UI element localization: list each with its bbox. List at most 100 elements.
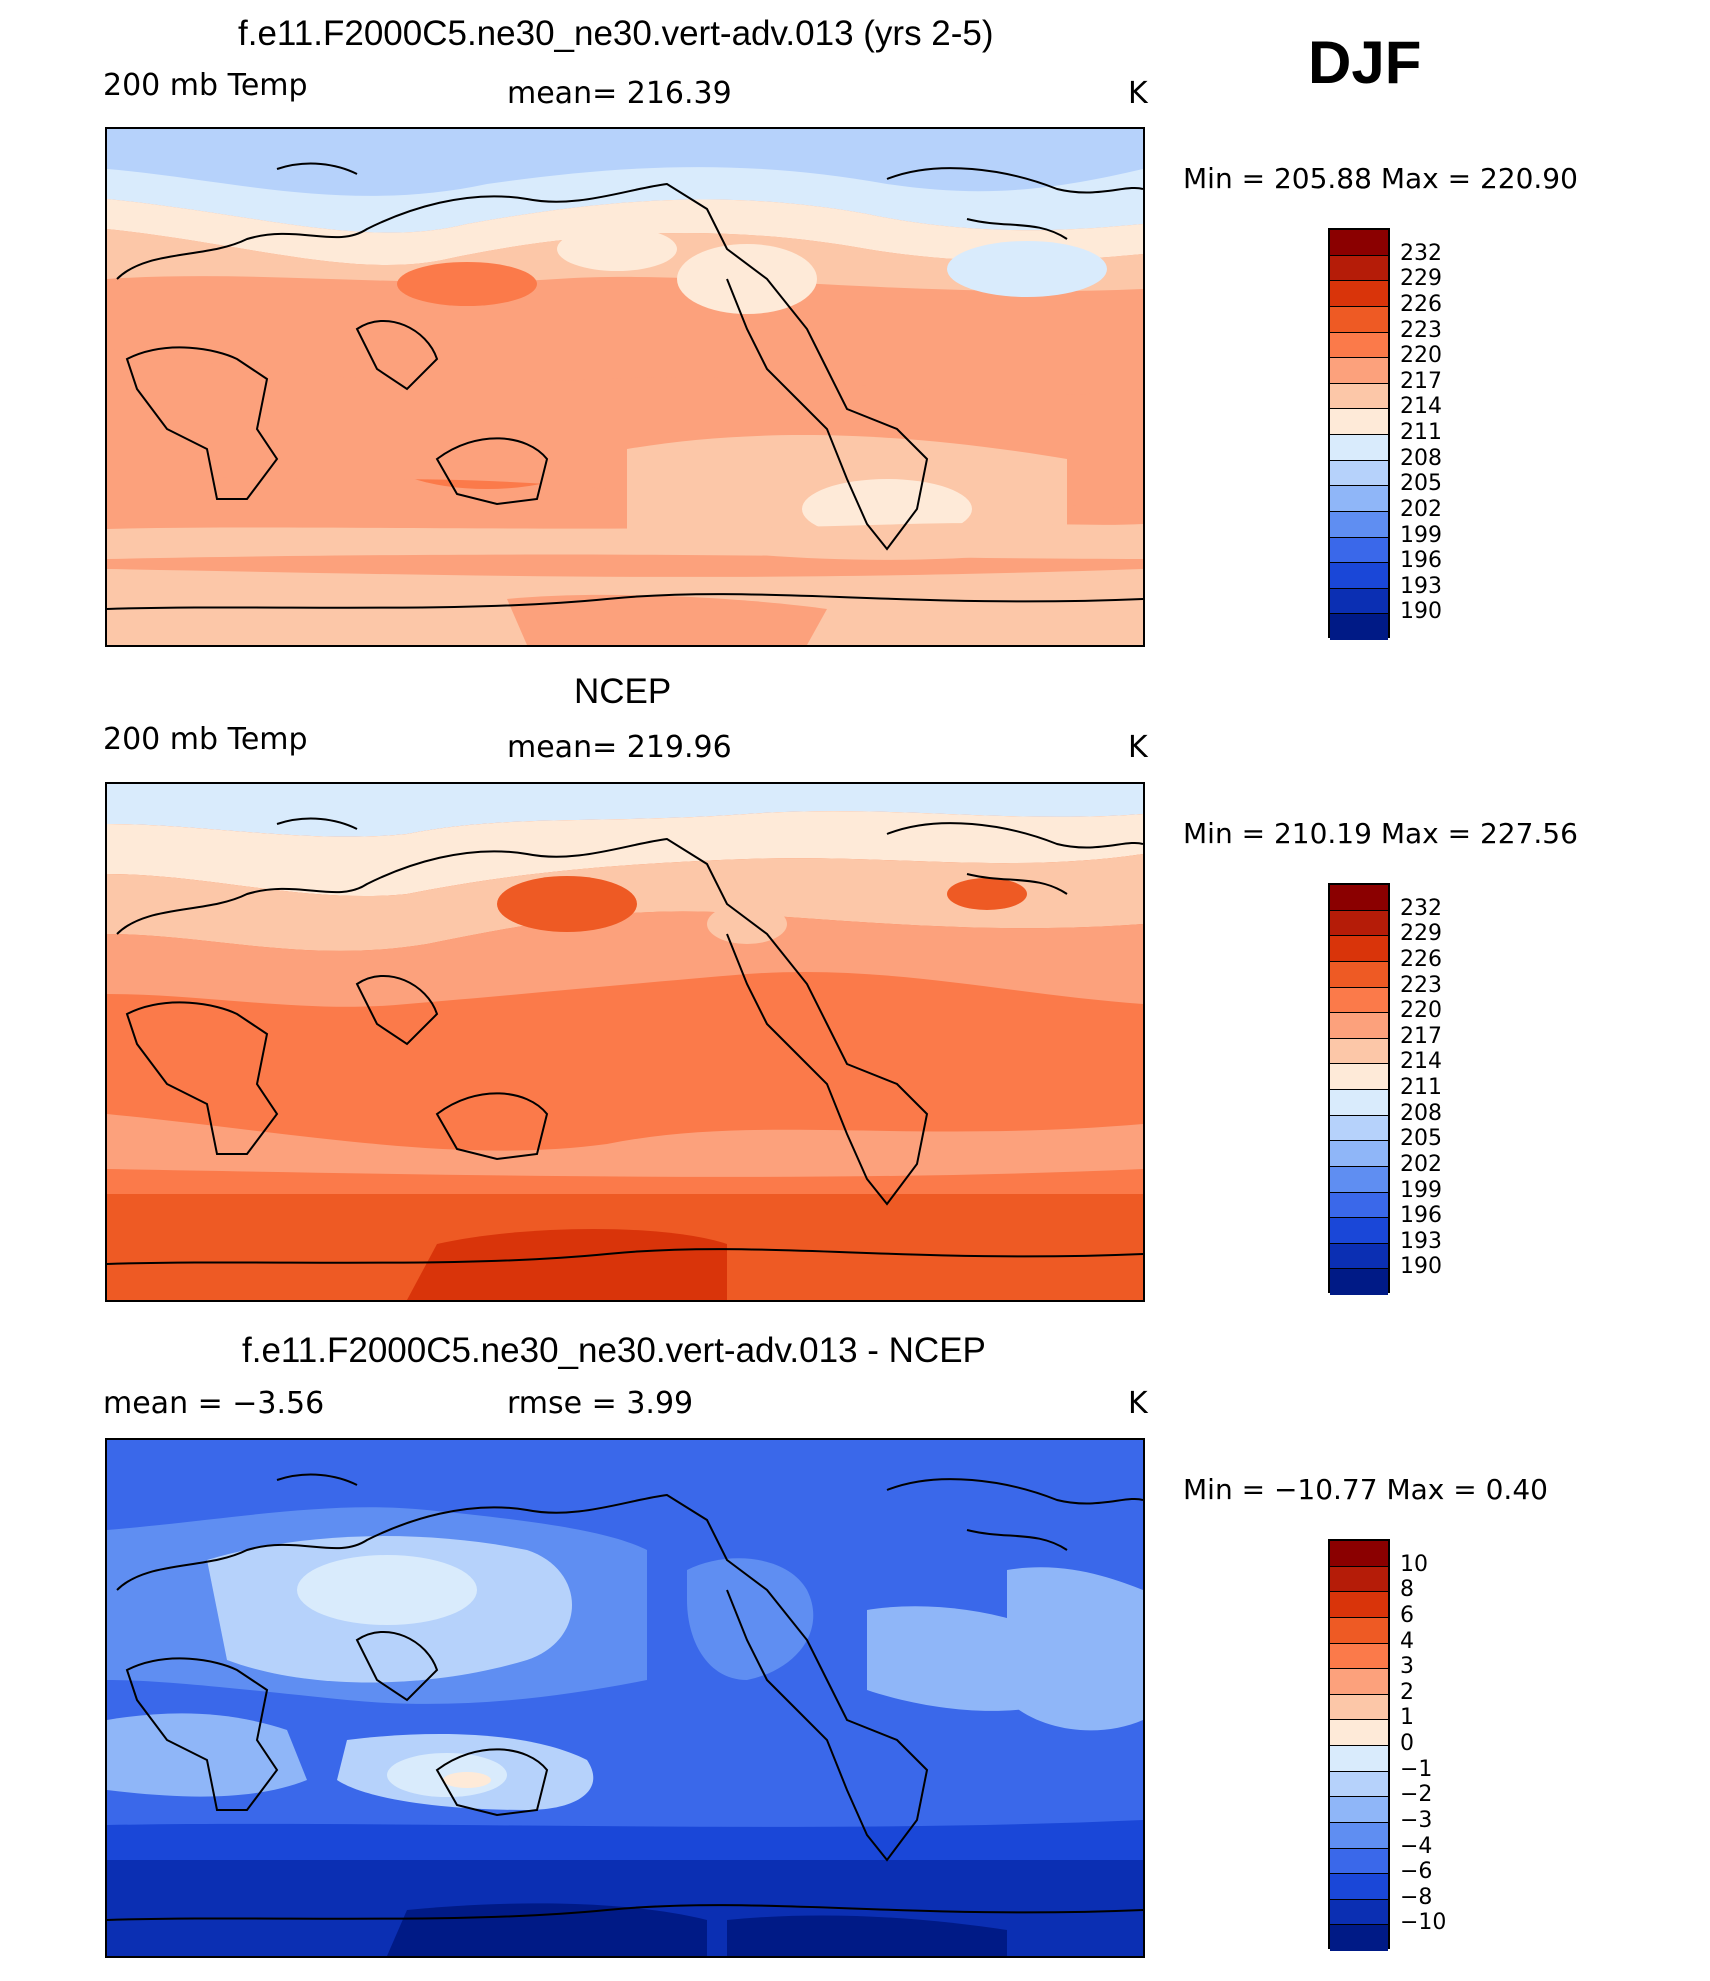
panel-3-colorbar: [1328, 1539, 1390, 1949]
panel-3-units: K: [1128, 1386, 1148, 1421]
colorbar-tick-label: 10: [1400, 1552, 1428, 1577]
colorbar-segment: [1330, 911, 1388, 937]
colorbar-tick-label: 232: [1400, 896, 1442, 921]
panel-2-minmax: Min = 210.19 Max = 227.56: [1183, 817, 1578, 850]
colorbar-segment: [1330, 1823, 1388, 1849]
colorbar-segment: [1330, 1116, 1388, 1142]
panel-1-mean-label: mean= 216.39: [507, 76, 732, 111]
colorbar-tick-label: 214: [1400, 1049, 1442, 1074]
colorbar-segment: [1330, 1567, 1388, 1593]
colorbar-segment: [1330, 589, 1388, 615]
colorbar-tick-label: 220: [1400, 998, 1442, 1023]
colorbar-tick-label: −3: [1400, 1808, 1432, 1833]
colorbar-segment: [1330, 256, 1388, 282]
colorbar-tick-label: −8: [1400, 1885, 1432, 1910]
panel-3-rmse-label: rmse = 3.99: [507, 1386, 693, 1421]
panel-3-map: [105, 1438, 1145, 1958]
panel-1-variable-label: 200 mb Temp: [103, 68, 308, 103]
colorbar-tick-label: 226: [1400, 292, 1442, 317]
colorbar-tick-label: −10: [1400, 1910, 1446, 1935]
colorbar-segment: [1330, 988, 1388, 1014]
colorbar-tick-label: 8: [1400, 1577, 1414, 1602]
colorbar-tick-label: 229: [1400, 921, 1442, 946]
colorbar-segment: [1330, 307, 1388, 333]
colorbar-tick-label: 214: [1400, 394, 1442, 419]
colorbar-tick-label: −2: [1400, 1782, 1432, 1807]
colorbar-segment: [1330, 936, 1388, 962]
colorbar-tick-label: 199: [1400, 1178, 1442, 1203]
colorbar-segment: [1330, 614, 1388, 640]
colorbar-segment: [1330, 281, 1388, 307]
colorbar-segment: [1330, 1797, 1388, 1823]
panel-2-units: K: [1128, 730, 1148, 765]
colorbar-segment: [1330, 1090, 1388, 1116]
colorbar-segment: [1330, 1669, 1388, 1695]
colorbar-tick-label: 2: [1400, 1680, 1414, 1705]
colorbar-segment: [1330, 1592, 1388, 1618]
colorbar-segment: [1330, 1269, 1388, 1295]
colorbar-segment: [1330, 1900, 1388, 1926]
colorbar-tick-label: 190: [1400, 1254, 1442, 1279]
colorbar-tick-label: 0: [1400, 1731, 1414, 1756]
colorbar-tick-label: 6: [1400, 1603, 1414, 1628]
colorbar-segment: [1330, 358, 1388, 384]
colorbar-segment: [1330, 1849, 1388, 1875]
colorbar-tick-label: 211: [1400, 1075, 1442, 1100]
panel-2-map: [105, 782, 1145, 1302]
colorbar-tick-label: 217: [1400, 369, 1442, 394]
colorbar-segment: [1330, 1618, 1388, 1644]
colorbar-tick-label: 202: [1400, 497, 1442, 522]
colorbar-segment: [1330, 1167, 1388, 1193]
panel-2-variable-label: 200 mb Temp: [103, 722, 308, 757]
colorbar-tick-label: 3: [1400, 1654, 1414, 1679]
panel-3-minmax: Min = −10.77 Max = 0.40: [1183, 1473, 1548, 1506]
colorbar-tick-label: 223: [1400, 973, 1442, 998]
panel-3-mean-label: mean = −3.56: [103, 1386, 324, 1421]
colorbar-segment: [1330, 1064, 1388, 1090]
colorbar-segment: [1330, 1218, 1388, 1244]
panel-2-title: NCEP: [574, 672, 671, 712]
colorbar-tick-label: −1: [1400, 1757, 1432, 1782]
colorbar-tick-label: −4: [1400, 1834, 1432, 1859]
colorbar-tick-label: 205: [1400, 471, 1442, 496]
colorbar-segment: [1330, 384, 1388, 410]
colorbar-segment: [1330, 1141, 1388, 1167]
colorbar-tick-label: 196: [1400, 1203, 1442, 1228]
panel-1-minmax: Min = 205.88 Max = 220.90: [1183, 162, 1578, 195]
colorbar-segment: [1330, 1013, 1388, 1039]
panel-2-mean-label: mean= 219.96: [507, 730, 732, 765]
colorbar-segment: [1330, 885, 1388, 911]
colorbar-segment: [1330, 1695, 1388, 1721]
season-label: DJF: [1308, 28, 1421, 97]
colorbar-segment: [1330, 1039, 1388, 1065]
panel-1-colorbar: [1328, 228, 1390, 638]
colorbar-tick-label: 232: [1400, 241, 1442, 266]
colorbar-segment: [1330, 563, 1388, 589]
colorbar-segment: [1330, 1244, 1388, 1270]
colorbar-segment: [1330, 1874, 1388, 1900]
colorbar-tick-label: 208: [1400, 446, 1442, 471]
colorbar-tick-label: 220: [1400, 343, 1442, 368]
colorbar-segment: [1330, 1541, 1388, 1567]
panel-1-title: f.e11.F2000C5.ne30_ne30.vert-adv.013 (yr…: [238, 14, 994, 54]
colorbar-tick-label: 193: [1400, 1229, 1442, 1254]
panel-2-colorbar: [1328, 883, 1390, 1293]
colorbar-segment: [1330, 435, 1388, 461]
colorbar-segment: [1330, 333, 1388, 359]
colorbar-tick-label: 229: [1400, 266, 1442, 291]
colorbar-tick-label: 199: [1400, 523, 1442, 548]
colorbar-tick-label: 217: [1400, 1024, 1442, 1049]
colorbar-tick-label: 226: [1400, 947, 1442, 972]
colorbar-tick-label: 193: [1400, 574, 1442, 599]
colorbar-segment: [1330, 1925, 1388, 1951]
colorbar-segment: [1330, 409, 1388, 435]
colorbar-tick-label: 205: [1400, 1126, 1442, 1151]
colorbar-tick-label: 223: [1400, 318, 1442, 343]
colorbar-segment: [1330, 1720, 1388, 1746]
colorbar-segment: [1330, 461, 1388, 487]
colorbar-segment: [1330, 538, 1388, 564]
colorbar-tick-label: −6: [1400, 1859, 1432, 1884]
colorbar-tick-label: 4: [1400, 1629, 1414, 1654]
colorbar-segment: [1330, 1772, 1388, 1798]
colorbar-tick-label: 211: [1400, 420, 1442, 445]
